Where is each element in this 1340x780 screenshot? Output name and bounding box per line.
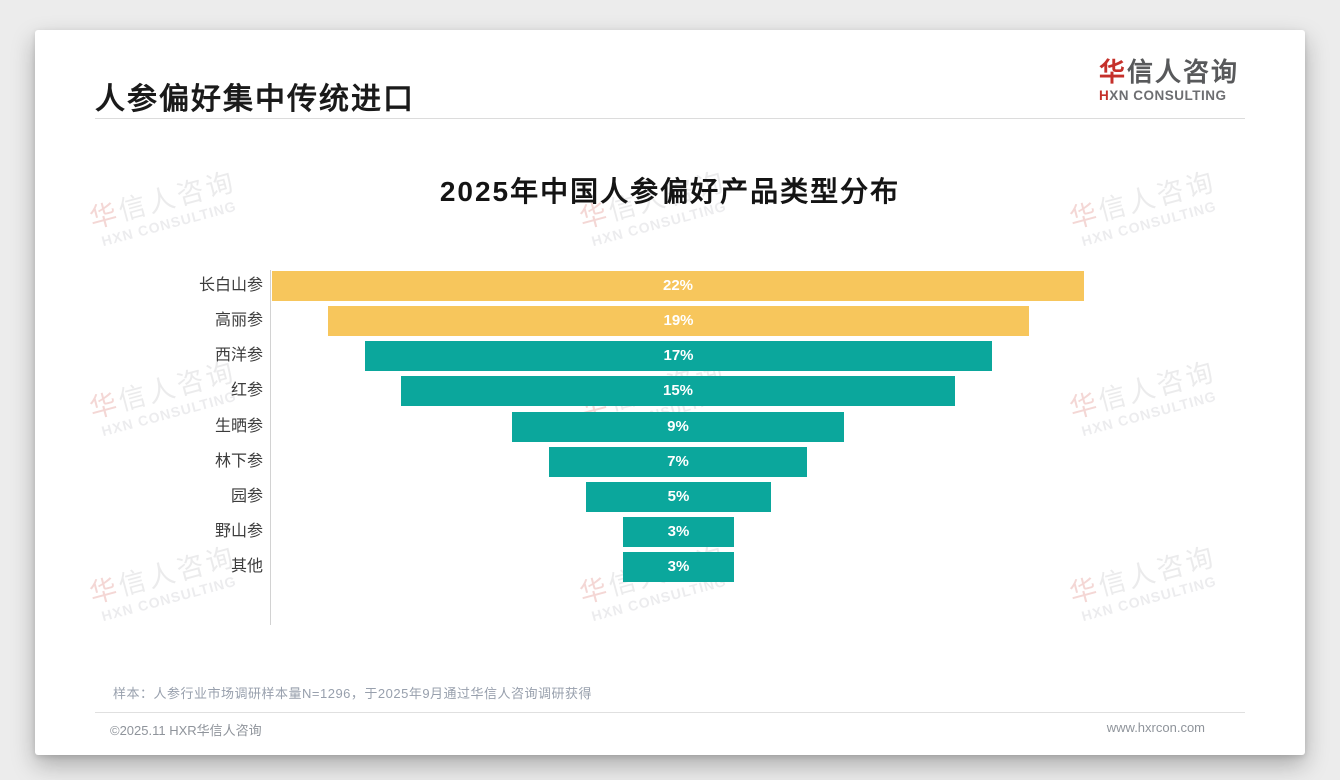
category-label: 西洋参 [214, 347, 263, 364]
bar-value-label: 7% [667, 453, 689, 470]
logo-en-text: HXN CONSULTING [1099, 88, 1239, 103]
footer-divider [95, 712, 1245, 713]
funnel-chart: 长白山参 22% 高丽参 19% 西洋参 17% 红参 15% 生晒参 9% 林下参 7% 园参 5% 野山… [35, 30, 1305, 755]
sample-footnote: 样本：人参行业市场调研样本量N=1296，于2025年9月通过华信人咨询调研获得 [113, 686, 593, 701]
bar-value-label: 19% [663, 312, 694, 329]
logo-cn-text: 华信人咨询 [1099, 58, 1239, 87]
footer-website: www.hxrcon.com [1106, 720, 1205, 735]
funnel-bar: 3% [623, 552, 734, 582]
category-label: 红参 [230, 382, 263, 399]
logo-cn-accent: 华 [1098, 57, 1127, 87]
category-label: 高丽参 [214, 312, 263, 329]
funnel-bar: 9% [512, 412, 844, 442]
chart-title: 2025年中国人参偏好产品类型分布 [439, 176, 901, 207]
bar-value-label: 22% [662, 277, 694, 294]
logo-cn-rest: 信人咨询 [1126, 57, 1239, 87]
bar-value-label: 5% [667, 488, 690, 505]
bar-value-label: 17% [663, 347, 694, 364]
category-label: 野山参 [214, 523, 263, 540]
funnel-bar: 19% [328, 306, 1029, 336]
funnel-bar: 7% [549, 447, 807, 477]
funnel-bar: 22% [272, 271, 1084, 301]
funnel-bar: 3% [623, 517, 734, 547]
category-label: 林下参 [214, 453, 263, 470]
slide-card: 华信人咨询 HXN CONSULTING 华信人咨询 HXN CONSULTING 华信… [35, 30, 1305, 755]
axis-line [270, 270, 271, 625]
category-label: 生晒参 [214, 418, 263, 435]
funnel-bar: 15% [401, 376, 955, 406]
funnel-bar: 5% [586, 482, 771, 512]
bar-value-label: 3% [667, 558, 690, 575]
category-label: 园参 [230, 488, 263, 505]
logo-en-rest: XN CONSULTING [1109, 87, 1227, 103]
category-label: 其他 [230, 558, 263, 575]
category-label: 长白山参 [198, 277, 263, 294]
bar-value-label: 15% [662, 382, 694, 399]
page-title: 人参偏好集中传统进口 [95, 83, 415, 116]
logo-en-accent: H [1098, 87, 1110, 103]
header-divider [95, 118, 1245, 119]
funnel-bar: 17% [365, 341, 992, 371]
bar-value-label: 9% [667, 418, 689, 435]
company-logo: 华信人咨询 HXN CONSULTING [1099, 58, 1239, 103]
bar-value-label: 3% [667, 523, 690, 540]
footer-copyright: ©2025.11 HXR华信人咨询 [110, 723, 262, 738]
